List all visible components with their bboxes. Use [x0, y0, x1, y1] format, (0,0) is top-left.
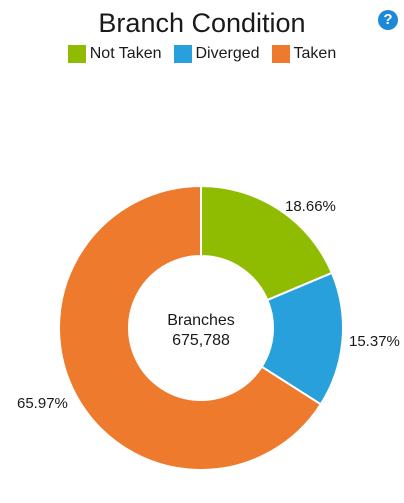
legend-item-diverged[interactable]: Diverged — [173, 45, 260, 63]
value-label-taken: 65.97% — [17, 395, 68, 412]
legend-swatch-taken — [271, 45, 290, 63]
legend-label-diverged: Diverged — [195, 45, 260, 62]
legend-label-taken: Taken — [293, 45, 337, 62]
value-label-diverged: 15.37% — [349, 333, 400, 350]
legend-label-not-taken: Not Taken — [89, 45, 162, 62]
legend-item-not-taken[interactable]: Not Taken — [67, 45, 162, 63]
center-label: Branches — [167, 312, 235, 329]
slice-not-taken[interactable] — [200, 184, 334, 302]
chart-title: Branch Condition — [98, 8, 306, 38]
legend-swatch-diverged — [173, 45, 192, 63]
center-value: 675,788 — [172, 332, 230, 349]
value-label-not-taken: 18.66% — [285, 198, 336, 215]
slice-taken[interactable] — [58, 184, 323, 471]
help-icon[interactable]: ? — [378, 10, 398, 30]
legend-item-taken[interactable]: Taken — [271, 45, 337, 63]
legend: Not Taken Diverged Taken — [0, 45, 404, 63]
legend-swatch-not-taken — [67, 45, 86, 63]
